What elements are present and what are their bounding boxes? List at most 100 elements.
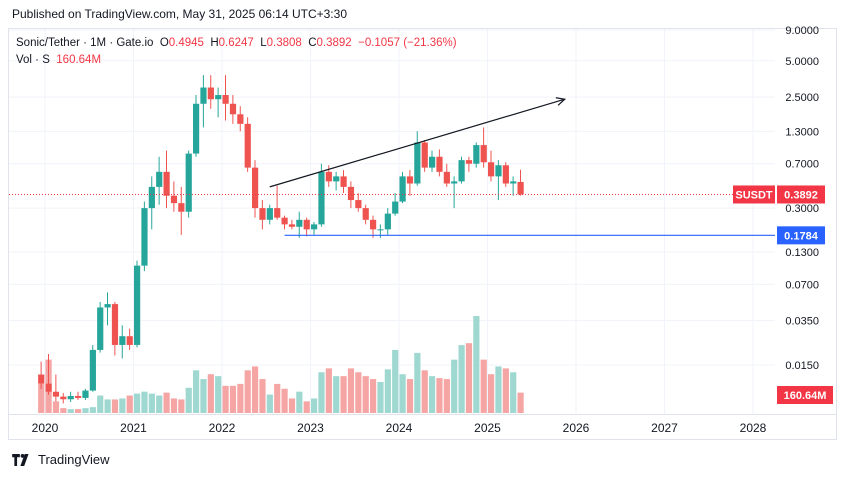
volume-bar: [458, 345, 465, 413]
candle-body: [156, 171, 163, 187]
volume-bar: [488, 374, 495, 413]
drawings[interactable]: [9, 97, 775, 236]
trend-line: [269, 98, 565, 188]
volume-bar: [193, 370, 200, 413]
x-tick-label: 2020: [32, 421, 59, 435]
y-axis[interactable]: 9.0000 5.0000 2.5000 1.3000 0.7000 0.3000 0.13…: [785, 25, 819, 372]
volume-bar: [502, 368, 509, 413]
chart-pane[interactable]: [8, 28, 837, 440]
candle-body: [52, 391, 60, 397]
price-chart[interactable]: 9.0000 5.0000 2.5000 1.3000 0.7000 0.3000 0.13…: [0, 0, 849, 440]
volume-bar: [67, 409, 74, 413]
volume-bar: [244, 370, 251, 413]
y-tick-label: 0.3000: [785, 203, 819, 215]
trend-line-arrowhead: [555, 97, 567, 106]
chart-legend: Sonic/Tether · 1M · Gate.io O0.4945 H0.6…: [16, 35, 457, 69]
volume-bar: [60, 408, 67, 413]
candle-body: [104, 304, 111, 308]
volume-bar: [38, 383, 45, 413]
volume-bar: [495, 366, 502, 413]
volume-bar: [311, 398, 318, 413]
candle-body: [384, 213, 391, 230]
volume-bar: [170, 398, 178, 413]
y-tick-label: 5.0000: [785, 56, 819, 68]
volume-bar: [89, 407, 96, 413]
candle-body: [244, 123, 251, 168]
volume-bars: [38, 316, 524, 413]
x-tick-label: 2023: [297, 421, 324, 435]
x-axis[interactable]: 2020 2021 2022 2023 2024 2025 2026 2027 2028: [32, 421, 767, 435]
candle-body: [148, 186, 155, 209]
close-value: 0.3892: [316, 37, 352, 49]
candle-body: [465, 160, 473, 164]
candle-body: [333, 176, 340, 182]
candle-body: [266, 208, 273, 220]
high-value: 0.6247: [218, 37, 254, 49]
candle-body: [370, 219, 377, 230]
volume-bar: [370, 379, 377, 413]
candle-body: [281, 217, 288, 225]
y-tick-label: 0.0700: [785, 279, 819, 291]
candle-body: [60, 396, 67, 400]
volume-bar: [399, 374, 406, 413]
candle-body: [429, 156, 436, 168]
legend-ohlc-row: Sonic/Tether · 1M · Gate.io O0.4945 H0.6…: [16, 35, 457, 52]
candle-body: [274, 208, 281, 218]
volume-bar: [75, 409, 82, 413]
y-tick-label: 0.0150: [785, 360, 819, 372]
candle-body: [311, 224, 318, 230]
volume-label[interactable]: Vol · S: [16, 54, 50, 66]
volume-bar: [148, 393, 155, 413]
open-label: O: [159, 37, 169, 49]
candle-body: [406, 176, 414, 184]
volume-bar: [126, 395, 133, 413]
candle-body: [517, 181, 524, 195]
low-value: 0.3808: [266, 37, 302, 49]
symbol-info[interactable]: Sonic/Tether · 1M · Gate.io: [16, 37, 154, 49]
current-price-tag-bg: [777, 185, 825, 204]
x-tick-label: 2025: [474, 421, 501, 435]
volume-bar: [517, 392, 524, 413]
volume-bar: [303, 401, 310, 413]
volume-tag-bg: [777, 386, 833, 404]
volume-bar: [325, 368, 332, 413]
tradingview-logo-icon: [12, 453, 29, 466]
volume-bar: [119, 398, 126, 413]
footer: TradingView: [12, 452, 110, 467]
candle-body: [325, 171, 332, 182]
volume-bar: [266, 394, 273, 413]
x-tick-label: 2024: [386, 421, 413, 435]
candle-body: [288, 224, 296, 227]
candle-body: [193, 103, 200, 154]
volume-bar: [377, 381, 384, 413]
candle-body: [355, 200, 362, 209]
price-tags: SUSDT 0.3892 0.1784 160.64M: [733, 185, 833, 404]
candle-body: [38, 374, 45, 384]
volume-bar: [163, 392, 170, 413]
volume-bar: [237, 383, 244, 413]
candle-body: [480, 145, 487, 163]
volume-bar: [443, 379, 450, 413]
candle-body: [362, 208, 369, 220]
candle-body: [222, 95, 229, 104]
candle-body: [215, 95, 222, 100]
y-tick-label: 0.0350: [785, 316, 819, 328]
x-tick-label: 2022: [209, 421, 236, 435]
volume-bar: [465, 343, 473, 413]
candle-body: [119, 336, 126, 345]
volume-bar: [362, 376, 369, 413]
volume-bar: [451, 359, 458, 413]
candle-body: [67, 395, 74, 400]
volume-bar: [274, 383, 281, 413]
volume-bar: [215, 376, 222, 413]
candle-body: [510, 181, 517, 184]
candle-body: [97, 307, 104, 350]
volume-bar: [82, 408, 89, 413]
volume-bar: [318, 372, 325, 413]
legend-volume-row: Vol · S 160.64M: [16, 52, 457, 69]
candle-body: [170, 195, 178, 204]
candle-body: [340, 176, 347, 187]
volume-bar: [473, 316, 480, 413]
volume-bar: [333, 376, 340, 413]
volume-bar: [429, 376, 436, 413]
